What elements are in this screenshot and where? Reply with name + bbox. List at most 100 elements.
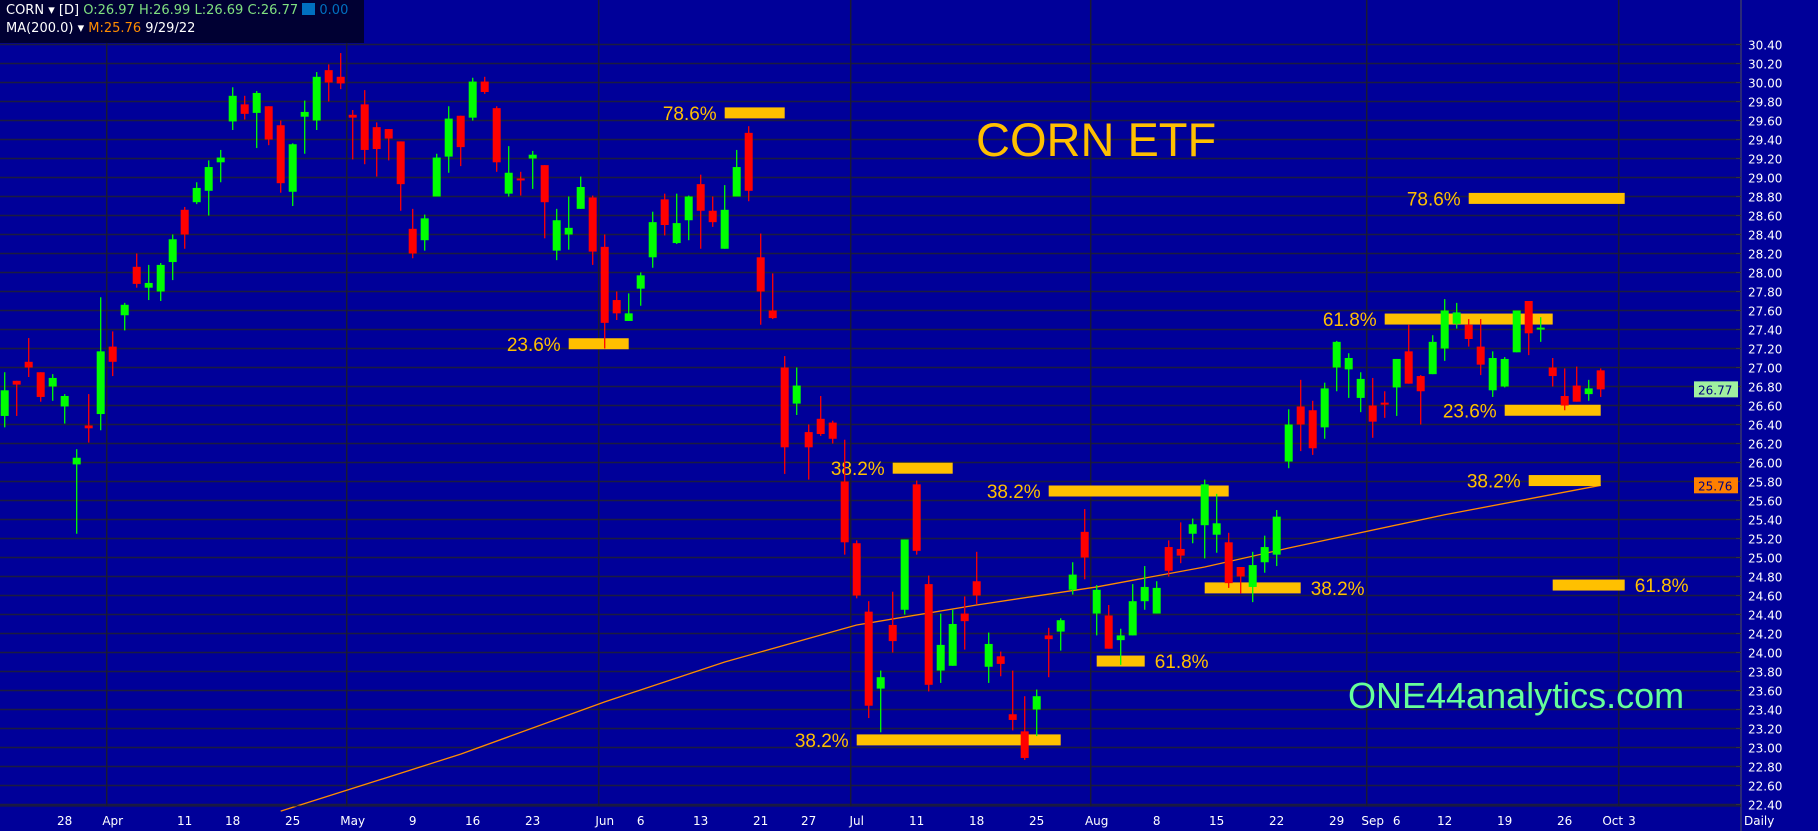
price-tick-label: 23.20 (1748, 723, 1782, 737)
candle-body (0, 390, 9, 416)
date-tick-label: 25 (285, 814, 300, 828)
date-tick-label: 18 (225, 814, 240, 828)
candle-body (648, 222, 657, 258)
candle-body (96, 351, 105, 415)
price-tick-label: 27.20 (1748, 343, 1782, 357)
candle-body (1056, 620, 1065, 632)
price-tick-label: 27.00 (1748, 362, 1782, 376)
fib-level-label: 61.8% (1635, 576, 1689, 597)
candle-body (1044, 635, 1053, 640)
symbol-selector[interactable]: CORN ▾ (6, 3, 55, 18)
candle-body (768, 310, 777, 319)
candle-body (1308, 410, 1317, 449)
candle-body (84, 425, 93, 429)
candle-body (456, 115, 465, 148)
ma-label: MA(200.0) (6, 21, 74, 36)
candle-body (36, 372, 45, 397)
price-tick-label: 28.00 (1748, 267, 1782, 281)
interval-label: [D] (58, 3, 80, 18)
candle-body (168, 239, 177, 263)
fib-level-label: 78.6% (663, 104, 717, 125)
date-tick-label: Sep (1361, 814, 1384, 828)
candle-body (1464, 324, 1473, 339)
dropdown-arrow-icon: ▾ (77, 21, 85, 36)
candle-body (1248, 565, 1257, 587)
symbol-row: CORN ▾ [D] O:26.97 H:26.99 L:26.69 C:26.… (6, 2, 358, 20)
candle-body (996, 656, 1005, 664)
price-tick-label: 23.40 (1748, 704, 1782, 718)
date-tick-label: 19 (1497, 814, 1512, 828)
candle-body (1164, 547, 1173, 571)
date-tick-label: 11 (909, 814, 924, 828)
candle-body (1176, 548, 1185, 556)
candle-body (1380, 402, 1389, 405)
candle-body (1284, 424, 1293, 462)
candle-body (696, 184, 705, 211)
candle-body (444, 118, 453, 157)
price-tick-label: 29.40 (1748, 134, 1782, 148)
candle-body (1188, 524, 1197, 534)
candle-body (1428, 341, 1437, 375)
candle-body (576, 187, 585, 209)
time-axis[interactable]: 28 Apr 11 18 25 May 9 16 23 Jun 6 13 21 27 Jul 11 18 25 Au… (57, 814, 1636, 828)
price-tick-label: 26.40 (1748, 419, 1782, 433)
candle-body (60, 396, 69, 407)
price-axis[interactable]: 30.40 30.20 30.00 29.80 29.60 29.40 29.20 29.00… (1736, 39, 1782, 813)
candle-body (876, 677, 885, 689)
fib-level-label: 38.2% (1311, 579, 1365, 600)
price-tick-label: 27.60 (1748, 305, 1782, 319)
price-tick-label: 23.80 (1748, 666, 1782, 680)
candle-body (120, 304, 129, 316)
candle-body (1212, 523, 1221, 535)
candle-body (1116, 635, 1125, 641)
price-tick-label: 26.80 (1748, 381, 1782, 395)
date-tick-label: 25 (1029, 814, 1044, 828)
candle-body (384, 129, 393, 139)
candle-body (852, 543, 861, 596)
fib-level-bar (1468, 192, 1625, 204)
candle-body (1344, 358, 1353, 370)
date-tick-label: 28 (57, 814, 72, 828)
date-tick-label: 15 (1209, 814, 1224, 828)
price-tick-label: 24.80 (1748, 571, 1782, 585)
candle-body (252, 92, 261, 113)
date-tick-label: Oct (1602, 814, 1623, 828)
price-tick-label: 22.80 (1748, 761, 1782, 775)
candle-body (72, 457, 81, 465)
candle-body (900, 539, 909, 610)
candle-body (12, 380, 21, 385)
candle-body (228, 95, 237, 122)
dropdown-arrow-icon: ▾ (48, 3, 55, 18)
candle-body (1476, 346, 1485, 365)
candle-body (972, 581, 981, 596)
candle-body (672, 223, 681, 244)
candle-body (744, 132, 753, 191)
price-tick-label: 25.20 (1748, 533, 1782, 547)
candle-body (948, 624, 957, 666)
candle-body (480, 81, 489, 92)
candle-body (336, 76, 345, 84)
candle-body (1104, 615, 1113, 649)
price-tick-label: 25.00 (1748, 552, 1782, 566)
candle-body (204, 167, 213, 191)
candle-body (684, 196, 693, 221)
date-tick-label: 13 (693, 814, 708, 828)
price-tick-label: 28.80 (1748, 191, 1782, 205)
candle-body (372, 127, 381, 149)
candle-body (1128, 601, 1137, 636)
candle-body (792, 385, 801, 404)
price-tick-label: 30.40 (1748, 39, 1782, 53)
ma-selector[interactable]: MA(200.0) ▾ (6, 21, 84, 36)
candle-body (1020, 731, 1029, 758)
fib-level-label: 61.8% (1323, 310, 1377, 331)
date-tick-label: Aug (1085, 814, 1108, 828)
legend-header: CORN ▾ [D] O:26.97 H:26.99 L:26.69 C:26.… (0, 0, 364, 43)
date-tick-label: 11 (177, 814, 192, 828)
chart-title: CORN ETF (976, 113, 1216, 166)
candle-body (600, 246, 609, 323)
date-tick-label: Apr (102, 814, 123, 828)
price-tick-label: 27.80 (1748, 286, 1782, 300)
candle-body (276, 125, 285, 184)
candle-body (324, 70, 333, 83)
